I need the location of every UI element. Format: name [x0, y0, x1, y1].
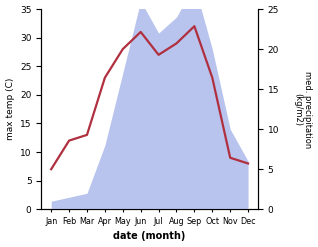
- Y-axis label: med. precipitation
(kg/m2): med. precipitation (kg/m2): [293, 71, 313, 148]
- Y-axis label: max temp (C): max temp (C): [5, 78, 15, 140]
- X-axis label: date (month): date (month): [114, 231, 186, 242]
